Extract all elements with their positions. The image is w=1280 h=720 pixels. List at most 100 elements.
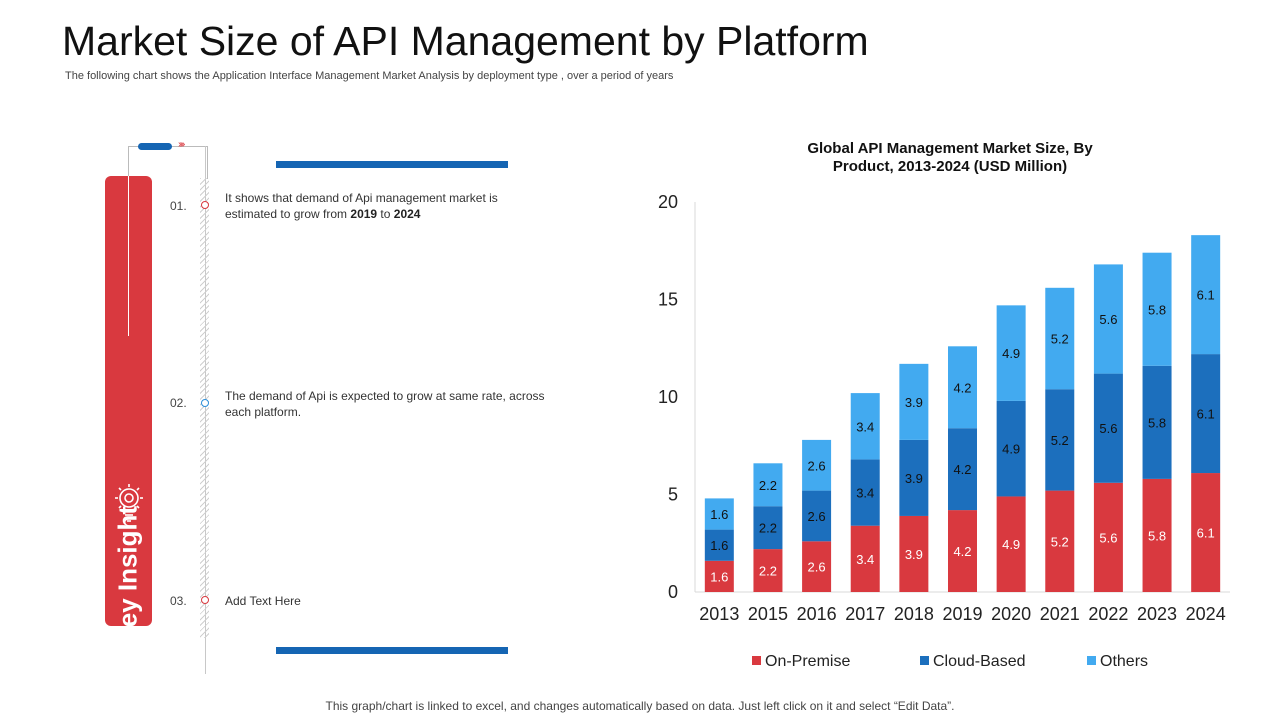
chart-title: Global API Management Market Size, By Pr… (760, 140, 1140, 176)
bar-segment-on-premise (948, 510, 977, 592)
data-label: 1.6 (710, 569, 728, 584)
bar-segment-cloud-based (1093, 373, 1123, 483)
chart-legend: On-Premise Cloud-Based Others (752, 653, 1172, 673)
step-number-01: 01. (170, 199, 187, 213)
step-text-01-b: to (377, 207, 394, 221)
legend-swatch-on-premise (752, 656, 761, 666)
step-number-02: 02. (170, 396, 187, 410)
data-label: 5.2 (1051, 433, 1069, 448)
data-label: 2.6 (808, 560, 826, 575)
bar-segment-cloud-based (1045, 389, 1075, 491)
x-tick-label: 2019 (942, 604, 982, 624)
bar-segment-on-premise (1093, 482, 1123, 592)
data-label: 2.6 (808, 458, 826, 473)
data-label: 1.6 (710, 507, 728, 522)
data-label: 5.6 (1099, 530, 1117, 545)
data-label: 3.9 (905, 395, 923, 410)
bar-segment-others (1093, 264, 1123, 374)
data-label: 6.1 (1197, 526, 1215, 541)
bar-segment-others (1045, 287, 1075, 390)
bar-segment-on-premise (704, 560, 734, 592)
key-insight-label: Key Insight (112, 505, 143, 647)
footer-note: This graph/chart is linked to excel, and… (325, 699, 955, 713)
data-label: 2.2 (759, 478, 777, 493)
step-text-02: The demand of Api is expected to grow at… (225, 389, 545, 419)
x-tick-label: 2024 (1186, 604, 1226, 624)
bar-segment-cloud-based (899, 439, 929, 516)
bar-segment-others (1191, 235, 1221, 355)
step-number-03: 03. (170, 594, 187, 608)
data-label: 3.4 (856, 552, 874, 567)
data-label: 5.8 (1148, 302, 1166, 317)
legend-label-on-premise: On-Premise (765, 653, 851, 670)
chevrons-icon: ›››› (178, 139, 185, 150)
step-dot-02 (201, 399, 209, 407)
bar-segment-others (899, 363, 929, 440)
bar-segment-cloud-based (704, 529, 734, 561)
data-label: 4.9 (1002, 537, 1020, 552)
legend-item-others: Others (1087, 653, 1148, 671)
bar-segment-others (753, 463, 783, 507)
step-dot-03 (201, 596, 209, 604)
legend-label-cloud-based: Cloud-Based (933, 653, 1026, 670)
bar-segment-others (948, 346, 977, 429)
bar-segment-on-premise (850, 525, 880, 592)
bar-segment-on-premise (996, 496, 1026, 592)
data-label: 5.8 (1148, 528, 1166, 543)
data-label: 1.6 (710, 538, 728, 553)
stacked-bar-chart: 0 5 10 15 20 1.6 1.6 1.6 2013 2.2 2.2 2.2 2015 2.6 2.6… (658, 192, 1230, 624)
bar-segment-cloud-based (753, 506, 783, 550)
bar-segment-others (802, 439, 832, 491)
data-label: 5.6 (1099, 312, 1117, 327)
timeline-bracket (128, 146, 208, 179)
data-label: 6.1 (1197, 288, 1215, 303)
x-tick-label: 2020 (991, 604, 1031, 624)
page-subtitle: The following chart shows the Applicatio… (65, 70, 674, 82)
bar-segment-on-premise (899, 515, 929, 592)
step-text-03: Add Text Here (225, 594, 301, 608)
data-label: 4.2 (953, 462, 971, 477)
x-tick-label: 2017 (845, 604, 885, 624)
data-label: 5.6 (1099, 421, 1117, 436)
chart-title-line-2: Product, 2013-2024 (USD Million) (832, 158, 1068, 175)
legend-item-on-premise: On-Premise (752, 653, 850, 671)
chart-title-line-1: Global API Management Market Size, By (807, 140, 1093, 157)
data-label: 4.2 (953, 544, 971, 559)
data-label: 3.9 (905, 471, 923, 486)
bar-segment-cloud-based (948, 428, 977, 511)
top-accent-bar (276, 161, 508, 168)
legend-item-cloud-based: Cloud-Based (920, 653, 1026, 671)
y-tick-label: 0 (668, 582, 678, 602)
data-label: 2.6 (808, 509, 826, 524)
legend-swatch-cloud-based (920, 656, 929, 666)
data-label: 2.2 (759, 521, 777, 536)
bar-segment-others (996, 305, 1026, 401)
data-label: 4.2 (953, 380, 971, 395)
bar-segment-others (1142, 252, 1172, 366)
bar-segment-on-premise (1142, 478, 1172, 592)
data-label: 3.9 (905, 547, 923, 562)
y-tick-label: 10 (658, 387, 678, 407)
bar-segment-on-premise (753, 549, 783, 592)
data-label: 4.9 (1002, 442, 1020, 457)
key-insight-panel: Key Insight (105, 176, 152, 646)
data-label: 4.9 (1002, 346, 1020, 361)
data-label: 5.2 (1051, 534, 1069, 549)
x-tick-label: 2018 (894, 604, 934, 624)
bar-segment-cloud-based (850, 459, 880, 526)
key-panel-line (128, 176, 129, 336)
step-dot-01 (201, 201, 209, 209)
x-tick-label: 2015 (748, 604, 788, 624)
step-text-01-year-from: 2019 (350, 207, 378, 221)
x-tick-label: 2013 (699, 604, 739, 624)
bar-segment-cloud-based (996, 400, 1026, 497)
x-tick-label: 2016 (797, 604, 837, 624)
y-tick-label: 5 (668, 485, 678, 505)
x-tick-label: 2021 (1040, 604, 1080, 624)
bar-segment-cloud-based (1191, 354, 1221, 474)
bar-segment-on-premise (1045, 490, 1075, 592)
bar-segment-on-premise (802, 541, 832, 592)
step-text-01-a: It shows that demand of Api management m… (225, 191, 498, 221)
data-label: 3.4 (856, 486, 874, 501)
step-text-01: It shows that demand of Api management m… (225, 190, 545, 222)
